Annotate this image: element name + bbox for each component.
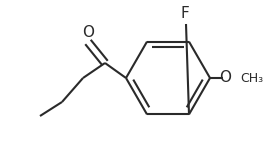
Text: O: O	[219, 70, 231, 86]
Text: O: O	[82, 25, 94, 40]
Text: CH₃: CH₃	[240, 72, 263, 84]
Text: F: F	[181, 7, 189, 21]
